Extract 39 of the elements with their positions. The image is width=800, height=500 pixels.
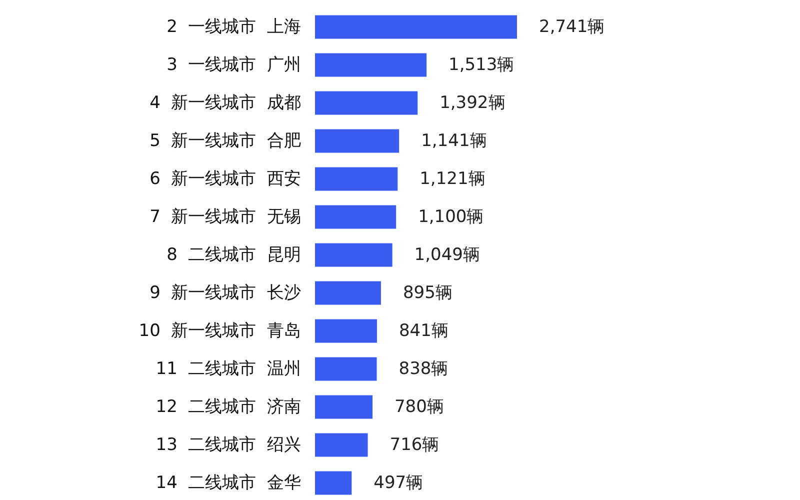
bar	[315, 129, 400, 153]
y-tick-label: 3 一线城市 广州	[166, 55, 301, 75]
y-tick-label: 9 新一线城市 长沙	[150, 283, 301, 303]
bar	[315, 433, 368, 457]
y-tick-label: 5 新一线城市 合肥	[150, 131, 301, 151]
bar	[315, 91, 418, 115]
y-tick-label: 11 二线城市 温州	[156, 359, 301, 379]
y-tick-label: 14 二线城市 金华	[156, 473, 301, 493]
bar	[315, 167, 398, 191]
bar	[315, 205, 396, 229]
data-label: 841辆	[398, 321, 448, 341]
y-tick-label: 8 二线城市 昆明	[166, 245, 301, 265]
data-label: 2,741辆	[539, 17, 605, 37]
data-label: 1,100辆	[418, 207, 484, 227]
bar	[315, 281, 381, 305]
y-tick-label: 10 新一线城市 青岛	[138, 321, 301, 341]
bar	[315, 357, 377, 381]
y-tick-label: 6 新一线城市 西安	[150, 169, 301, 189]
bar	[315, 395, 372, 419]
bar	[315, 53, 426, 77]
data-label: 838辆	[398, 359, 448, 379]
bar	[315, 243, 392, 267]
bar	[315, 471, 352, 495]
y-tick-label: 4 新一线城市 成都	[150, 93, 301, 113]
data-label: 1,392辆	[440, 93, 506, 113]
data-label: 716辆	[390, 435, 440, 455]
data-label: 1,121辆	[420, 169, 486, 189]
y-tick-label: 12 二线城市 济南	[156, 397, 301, 417]
data-label: 780辆	[394, 397, 444, 417]
data-label: 497辆	[374, 473, 424, 493]
data-label: 1,141辆	[421, 131, 487, 151]
y-tick-label: 13 二线城市 绍兴	[156, 435, 301, 455]
y-tick-label: 7 新一线城市 无锡	[150, 207, 301, 227]
data-label: 895辆	[402, 283, 452, 303]
data-label: 1,049辆	[414, 245, 480, 265]
bar	[315, 15, 517, 39]
bar	[315, 319, 377, 343]
data-label: 1,513辆	[448, 55, 514, 75]
y-tick-label: 2 一线城市 上海	[166, 17, 301, 37]
